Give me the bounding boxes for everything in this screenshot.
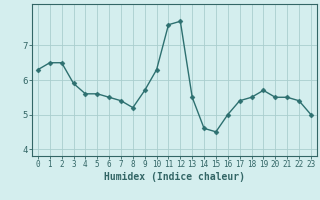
X-axis label: Humidex (Indice chaleur): Humidex (Indice chaleur)	[104, 172, 245, 182]
